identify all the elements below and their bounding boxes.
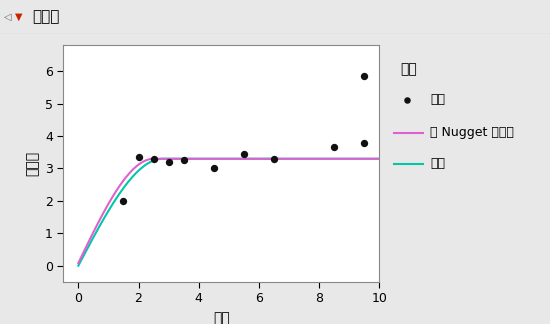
Text: 带 Nugget 的球形: 带 Nugget 的球形 (430, 126, 514, 139)
Point (270, 156, 278, 161)
X-axis label: 距离: 距离 (213, 311, 230, 324)
Point (403, 97, 411, 102)
Point (360, 74, 369, 79)
Point (134, 155, 143, 160)
Point (360, 140, 369, 145)
Text: ◁: ◁ (4, 12, 12, 22)
Point (330, 145, 339, 150)
Y-axis label: 半方差: 半方差 (25, 151, 39, 176)
Text: 变差图: 变差图 (32, 9, 59, 25)
Point (179, 158, 188, 163)
Text: ▼: ▼ (15, 12, 23, 22)
Text: 球形: 球形 (430, 157, 445, 170)
Text: 图例: 图例 (401, 62, 417, 76)
Point (119, 198, 128, 203)
Point (210, 166, 218, 171)
Point (149, 156, 158, 161)
Point (164, 159, 173, 165)
Point (240, 151, 249, 156)
Text: 经验: 经验 (430, 93, 445, 106)
